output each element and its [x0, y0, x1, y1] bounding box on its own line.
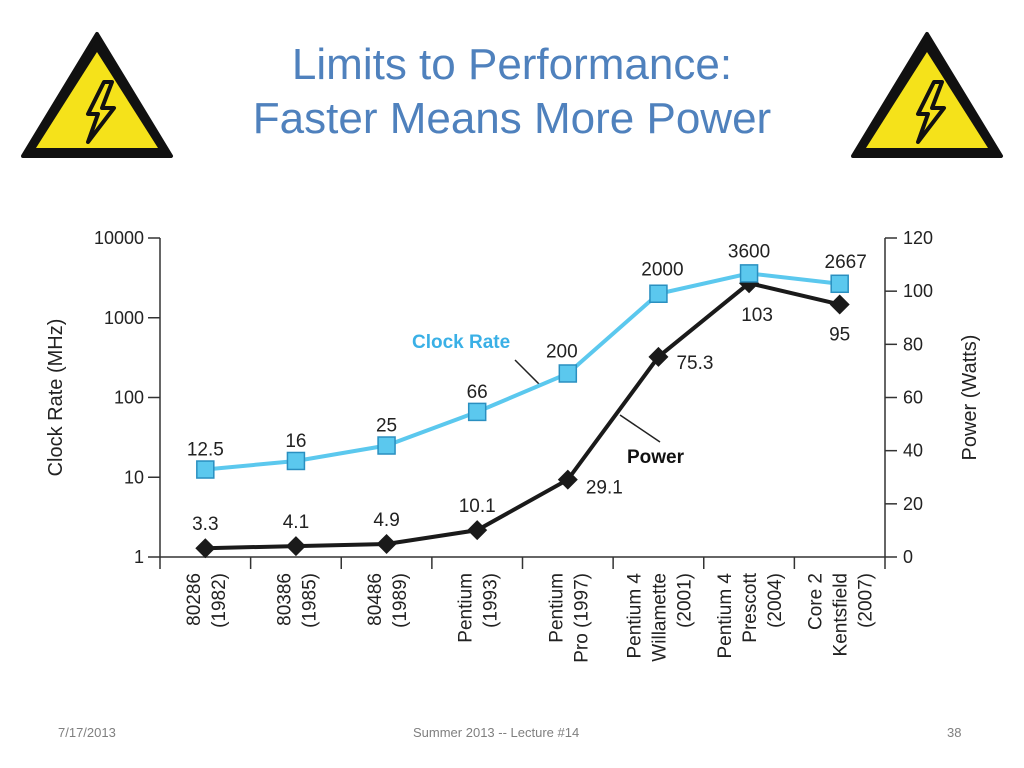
clock-rate-series — [196, 264, 849, 479]
power-data-label: 10.1 — [459, 496, 496, 517]
clock-rate-data-label: 66 — [467, 382, 488, 403]
data-labels: 12.5 16 25 66 200 2000 3600 2667 3.3 4.1 4.9 10.1 29… — [187, 241, 867, 535]
clock-rate-data-label: 3600 — [728, 241, 770, 262]
x-category-label-line: (1982) — [209, 573, 230, 628]
x-category-label: 80486 (1989) — [365, 573, 411, 628]
clock-rate-marker — [377, 436, 396, 455]
right-axis-tick-label: 120 — [903, 228, 933, 248]
power-series — [195, 273, 850, 559]
x-category-label-line: (2004) — [765, 573, 786, 628]
x-category-label-line: Kentsfield — [831, 573, 852, 656]
x-category-label-line: Pentium 4 — [715, 573, 736, 659]
power-marker — [195, 538, 216, 559]
x-category-label-line: 80286 — [184, 573, 205, 626]
x-category-label-line: (1985) — [299, 573, 320, 628]
clock-rate-marker — [467, 402, 487, 422]
power-data-label: 95 — [829, 324, 850, 345]
right-axis-tick-label: 100 — [903, 281, 933, 301]
high-voltage-warning-icon-right — [851, 32, 1003, 158]
clock-rate-data-label: 2000 — [641, 260, 683, 281]
footer-page-number: 38 — [947, 725, 962, 740]
x-category-label: 80386 (1985) — [274, 573, 320, 628]
right-axis-tick-label: 80 — [903, 334, 923, 354]
power-data-label: 3.3 — [192, 514, 218, 535]
right-axis-title: Power (Watts) — [959, 335, 981, 461]
x-category-label-line: Pentium 4 — [624, 573, 645, 659]
clock-rate-power-chart: 1 10 100 1000 10000 0 20 40 60 80 100 120 80286 (1982… — [45, 228, 981, 663]
x-category-label-line: Pro (1997) — [571, 573, 592, 663]
x-category-label: Pentium (1993) — [456, 573, 502, 643]
clock-rate-marker — [649, 284, 668, 303]
x-category-label-line: (2007) — [856, 573, 877, 628]
left-axis-tick-label: 10 — [124, 467, 144, 487]
power-data-label: 4.9 — [373, 510, 399, 531]
slide-title-line-2: Faster Means More Power — [252, 94, 772, 143]
x-category-label-line: (1993) — [481, 573, 502, 628]
x-category-label: Pentium 4 Willamette (2001) — [624, 573, 695, 662]
x-category-label-line: Pentium — [546, 573, 567, 643]
left-axis-tick-label: 1 — [134, 547, 144, 567]
power-marker — [285, 536, 306, 557]
power-marker — [467, 520, 488, 541]
x-category-label: Pentium 4 Prescott (2004) — [715, 572, 786, 658]
power-callout-line — [619, 414, 661, 443]
clock-rate-callout-line — [514, 359, 541, 386]
slide-title: Limits to Performance: Faster Means More… — [190, 38, 834, 146]
clock-rate-marker — [830, 274, 849, 294]
power-marker — [557, 469, 578, 490]
left-axis-tick-label: 100 — [114, 388, 144, 408]
x-category-label-line: 80386 — [274, 573, 295, 626]
power-data-label: 29.1 — [586, 478, 623, 499]
x-category-label-line: (2001) — [674, 573, 695, 628]
clock-rate-data-label: 12.5 — [187, 440, 224, 461]
clock-rate-data-label: 25 — [376, 416, 397, 437]
clock-rate-marker — [739, 264, 759, 283]
power-data-label: 4.1 — [283, 512, 309, 533]
x-category-label: 80286 (1982) — [184, 573, 230, 628]
x-category-label: Pentium Pro (1997) — [546, 573, 592, 663]
right-axis-tick-label: 40 — [903, 441, 923, 461]
clock-rate-series-label: Clock Rate — [412, 332, 510, 353]
right-axis-tick-label: 20 — [903, 494, 923, 514]
clock-rate-marker — [286, 451, 306, 471]
right-axis-tick-label: 60 — [903, 388, 923, 408]
left-axis-tick-label: 10000 — [94, 228, 144, 248]
power-marker — [648, 346, 669, 367]
left-axis-title: Clock Rate (MHz) — [45, 319, 67, 477]
clock-rate-data-label: 16 — [285, 431, 306, 452]
high-voltage-warning-icon-left — [21, 32, 173, 158]
power-line — [205, 281, 841, 551]
power-series-label: Power — [627, 447, 685, 468]
footer-date: 7/17/2013 — [58, 725, 116, 740]
left-axis-tick-label: 1000 — [104, 308, 144, 328]
clock-rate-data-label: 200 — [546, 341, 578, 362]
x-category-label-line: Core 2 — [806, 573, 827, 630]
power-data-label: 103 — [741, 305, 773, 326]
x-category-label-line: 80486 — [365, 573, 386, 626]
power-data-label: 75.3 — [676, 353, 713, 374]
clock-rate-data-label: 2667 — [825, 252, 867, 273]
x-category-label-line: (1989) — [390, 573, 411, 628]
x-category-label-line: Prescott — [740, 572, 761, 642]
footer-lecture: Summer 2013 -- Lecture #14 — [413, 725, 580, 740]
clock-rate-marker — [558, 364, 578, 383]
clock-rate-line — [205, 271, 840, 472]
clock-rate-marker — [196, 460, 215, 479]
callout-lines — [514, 359, 661, 443]
power-marker — [376, 533, 397, 554]
power-marker — [829, 294, 850, 315]
x-category-label: Core 2 Kentsfield (2007) — [806, 573, 877, 656]
slide-title-line-1: Limits to Performance: — [291, 40, 733, 89]
right-axis-tick-label: 0 — [903, 547, 913, 567]
chart-axes: 1 10 100 1000 10000 0 20 40 60 80 100 120 80286 (1982… — [45, 228, 981, 663]
x-category-label-line: Pentium — [456, 573, 477, 643]
x-category-label-line: Willamette — [649, 573, 670, 662]
